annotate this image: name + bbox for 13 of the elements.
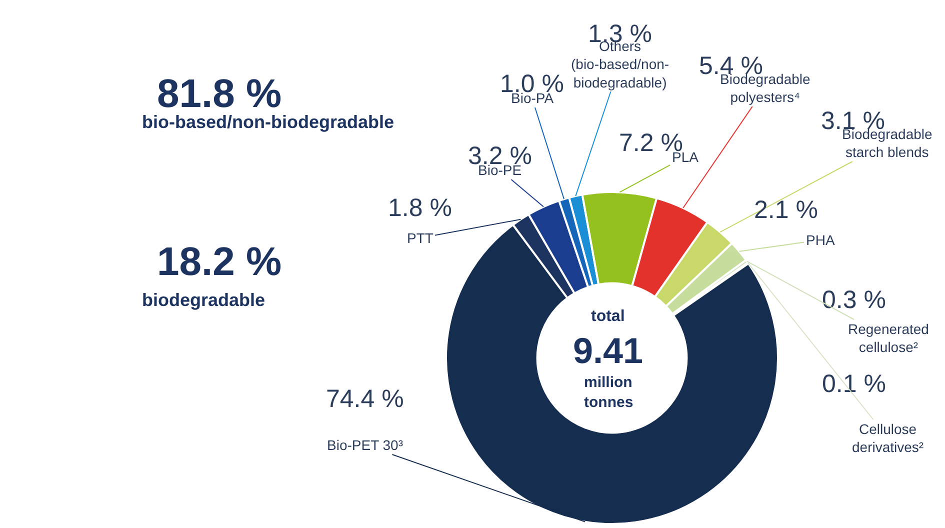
- data-label: 2.1 %: [754, 196, 818, 224]
- slice-label: Bio-PET 30³: [327, 437, 404, 453]
- slice-label: PHA: [806, 232, 836, 248]
- text: total 9.41 million tonnes: [573, 308, 644, 411]
- text: 18.2 %: [157, 240, 282, 284]
- data-label: 0.1 %: [822, 370, 886, 398]
- slice-label: PTT: [407, 230, 434, 246]
- data-label: 1.8 %: [388, 194, 452, 222]
- slice-label: Regenerated cellulose²: [848, 321, 929, 356]
- slice-label: Cellulose derivatives²: [852, 421, 924, 456]
- data-label: 74.4 %: [326, 385, 404, 413]
- data-label: 0.3 %: [822, 286, 886, 314]
- text: biodegradable: [142, 290, 266, 310]
